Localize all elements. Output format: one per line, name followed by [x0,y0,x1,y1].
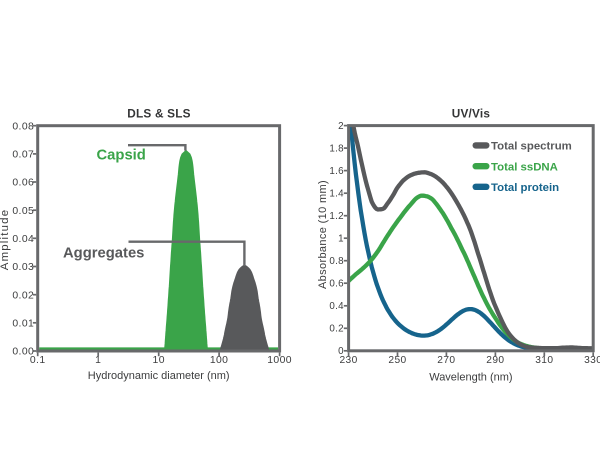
svg-text:0.6: 0.6 [329,279,344,290]
svg-text:UV/Vis: UV/Vis [452,106,491,120]
svg-text:0.07: 0.07 [12,150,34,161]
svg-text:0.00: 0.00 [12,347,34,358]
svg-text:10: 10 [153,355,165,366]
svg-text:230: 230 [339,355,357,366]
svg-text:Absorbance (10 mm): Absorbance (10 mm) [317,180,329,289]
svg-text:310: 310 [535,355,553,366]
svg-text:1.6: 1.6 [329,166,344,177]
svg-text:1.2: 1.2 [329,211,344,222]
svg-text:0.04: 0.04 [12,234,34,245]
svg-text:Total ssDNA: Total ssDNA [491,161,558,173]
svg-text:1: 1 [95,355,101,366]
svg-text:0.03: 0.03 [12,262,34,273]
svg-text:0: 0 [338,346,344,357]
svg-text:0.1: 0.1 [30,355,46,366]
svg-text:0.08: 0.08 [12,121,34,132]
svg-text:0.05: 0.05 [12,206,34,217]
svg-text:1: 1 [338,234,344,245]
svg-text:Total protein: Total protein [491,182,559,194]
svg-text:0.06: 0.06 [12,178,34,189]
svg-text:0.2: 0.2 [329,324,344,335]
svg-text:1000: 1000 [267,355,292,366]
svg-text:0.02: 0.02 [12,290,34,301]
svg-text:290: 290 [486,355,504,366]
svg-text:Total spectrum: Total spectrum [491,141,572,153]
svg-text:Wavelength (nm): Wavelength (nm) [429,371,512,383]
svg-text:Aggregates: Aggregates [63,245,144,261]
svg-text:100: 100 [210,355,229,366]
svg-text:270: 270 [437,355,455,366]
svg-text:1.8: 1.8 [329,144,344,155]
svg-text:1.4: 1.4 [329,189,344,200]
svg-text:0.8: 0.8 [329,256,344,267]
svg-text:0.4: 0.4 [329,301,344,312]
svg-text:250: 250 [388,355,406,366]
svg-text:Capsid: Capsid [97,147,146,163]
svg-text:330: 330 [584,355,600,366]
svg-text:0.01: 0.01 [12,318,34,329]
svg-text:Amplitude: Amplitude [0,209,11,270]
svg-text:2: 2 [338,121,344,132]
svg-text:Hydrodynamic diameter (nm): Hydrodynamic diameter (nm) [88,370,230,382]
svg-text:DLS & SLS: DLS & SLS [127,106,190,120]
